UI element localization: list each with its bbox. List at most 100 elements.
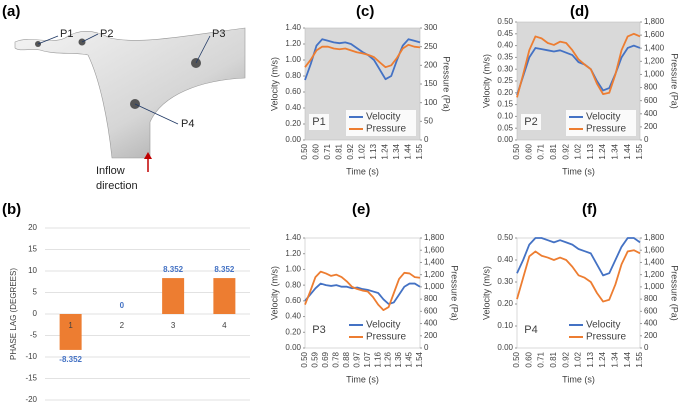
y2-tick-label: 400 [424, 319, 438, 328]
y-tick-label: 0.60 [285, 87, 301, 96]
x-tick-label: 1.45 [405, 351, 414, 367]
y-tick-label: 1.00 [285, 55, 301, 64]
y-tick-label: 0.00 [285, 135, 301, 144]
x-tick-label: 0.60 [524, 143, 533, 159]
y-tick-label: 1.40 [285, 233, 301, 242]
x-tick-label: 1.26 [384, 351, 393, 367]
x-axis-title: Time (s) [346, 374, 379, 384]
y2-tick-label: 600 [424, 306, 438, 315]
x-tick-label: 0.71 [537, 143, 546, 159]
y2-tick-label: 0 [424, 135, 429, 144]
y2-tick-label: 200 [424, 331, 438, 340]
y-tick-label: 10 [28, 266, 37, 275]
y-tick-label: 0.10 [497, 112, 513, 121]
x-tick-label: 3 [171, 321, 176, 330]
y2-tick-label: 0 [644, 135, 649, 144]
x-tick-label: 0.59 [311, 351, 320, 367]
panel-label: (e) [352, 201, 370, 218]
x-tick-label: 0.69 [321, 351, 330, 367]
point-label: P2 [100, 28, 113, 40]
annotation: P1 [312, 116, 325, 128]
leader-lines [37, 33, 211, 125]
series-line [304, 270, 421, 312]
y-tick-label: 0.10 [497, 321, 513, 330]
y-tick-label: 0.20 [497, 299, 513, 308]
y2-tick-label: 1,200 [424, 270, 445, 279]
x-tick-label: 1.34 [611, 351, 620, 367]
y-tick-label: 1.20 [285, 39, 301, 48]
x-tick-label: 0.92 [346, 143, 355, 159]
value-label: 8.352 [214, 265, 235, 274]
y2-tick-label: 0 [644, 343, 649, 352]
legend-label: Velocity [366, 112, 400, 123]
annotation-box [521, 322, 541, 338]
x-tick-label: 0.71 [323, 143, 332, 159]
y2-tick-label: 1,600 [644, 245, 665, 254]
panel-label: (c) [356, 3, 374, 20]
x-tick-label: 2 [120, 321, 125, 330]
series-line [516, 44, 641, 96]
legend-label: Velocity [366, 320, 400, 331]
y-tick-label: 0.50 [497, 233, 513, 242]
x-tick-label: 0.92 [561, 351, 570, 367]
y2-axis-title: Pressure (Pa) [450, 265, 460, 321]
y-tick-label: 0.00 [497, 343, 513, 352]
y2-axis-title: Pressure (Pa) [442, 56, 452, 112]
y-tick-label: -10 [25, 352, 37, 361]
y2-tick-label: 1,000 [644, 282, 665, 291]
legend-label: Pressure [586, 332, 626, 343]
x-axis-title: Time (s) [562, 374, 595, 384]
y-tick-label: 0.20 [497, 88, 513, 97]
y-tick-label: 20 [28, 223, 37, 232]
y2-tick-label: 600 [644, 306, 658, 315]
vessel [14, 27, 246, 159]
y2-tick-label: 1,200 [644, 56, 665, 65]
y-tick-label: 0.35 [497, 53, 513, 62]
series-line [304, 43, 421, 69]
series-line [516, 32, 641, 98]
y-tick-label: 1.00 [285, 265, 301, 274]
x-tick-label: 1.16 [373, 351, 382, 367]
y2-tick-label: 1,400 [424, 258, 445, 267]
x-tick-label: 1.02 [574, 143, 583, 159]
x-tick-label: 1.24 [381, 143, 390, 159]
y-axis-title: Velocity (m/s) [269, 57, 279, 111]
y2-tick-label: 150 [424, 79, 438, 88]
y-tick-label: 0.40 [285, 103, 301, 112]
y-tick-label: -5 [30, 331, 38, 340]
y2-tick-label: 1,800 [644, 233, 665, 242]
y-tick-label: 0.30 [497, 64, 513, 73]
bar [59, 314, 82, 350]
series-line [516, 249, 641, 303]
caption: direction [96, 180, 138, 192]
y-tick-label: 0 [33, 309, 38, 318]
y-tick-label: 0.40 [285, 312, 301, 321]
x-tick-label: 0.60 [312, 143, 321, 159]
y2-tick-label: 1,000 [424, 282, 445, 291]
y-tick-label: 0.25 [497, 76, 513, 85]
value-label: 0 [120, 301, 125, 310]
legend-box [346, 110, 416, 136]
y-axis-title: Velocity (m/s) [269, 266, 279, 320]
panel-label: (b) [2, 201, 21, 218]
y-tick-label: 0.30 [497, 277, 513, 286]
y-axis-title: PHASE LAG (DEGREES) [9, 268, 18, 360]
y-tick-label: 0.00 [497, 135, 513, 144]
legend-label: Pressure [366, 332, 406, 343]
annotation: P2 [524, 116, 537, 128]
x-tick-label: 4 [222, 321, 227, 330]
y-tick-label: 0.20 [285, 327, 301, 336]
x-tick-label: 1.24 [598, 143, 607, 159]
annotation-box [521, 114, 541, 130]
legend-label: Pressure [366, 124, 406, 135]
x-tick-label: 1.44 [623, 351, 632, 367]
annotation-box [309, 322, 329, 338]
y-tick-label: 0.15 [497, 100, 513, 109]
x-tick-label: 1.02 [358, 143, 367, 159]
x-tick-label: 0.81 [549, 351, 558, 367]
x-tick-label: 1.44 [404, 143, 413, 159]
y-tick-label: 0.40 [497, 41, 513, 50]
y-tick-label: 0.40 [497, 255, 513, 264]
y-tick-label: 1.20 [285, 249, 301, 258]
